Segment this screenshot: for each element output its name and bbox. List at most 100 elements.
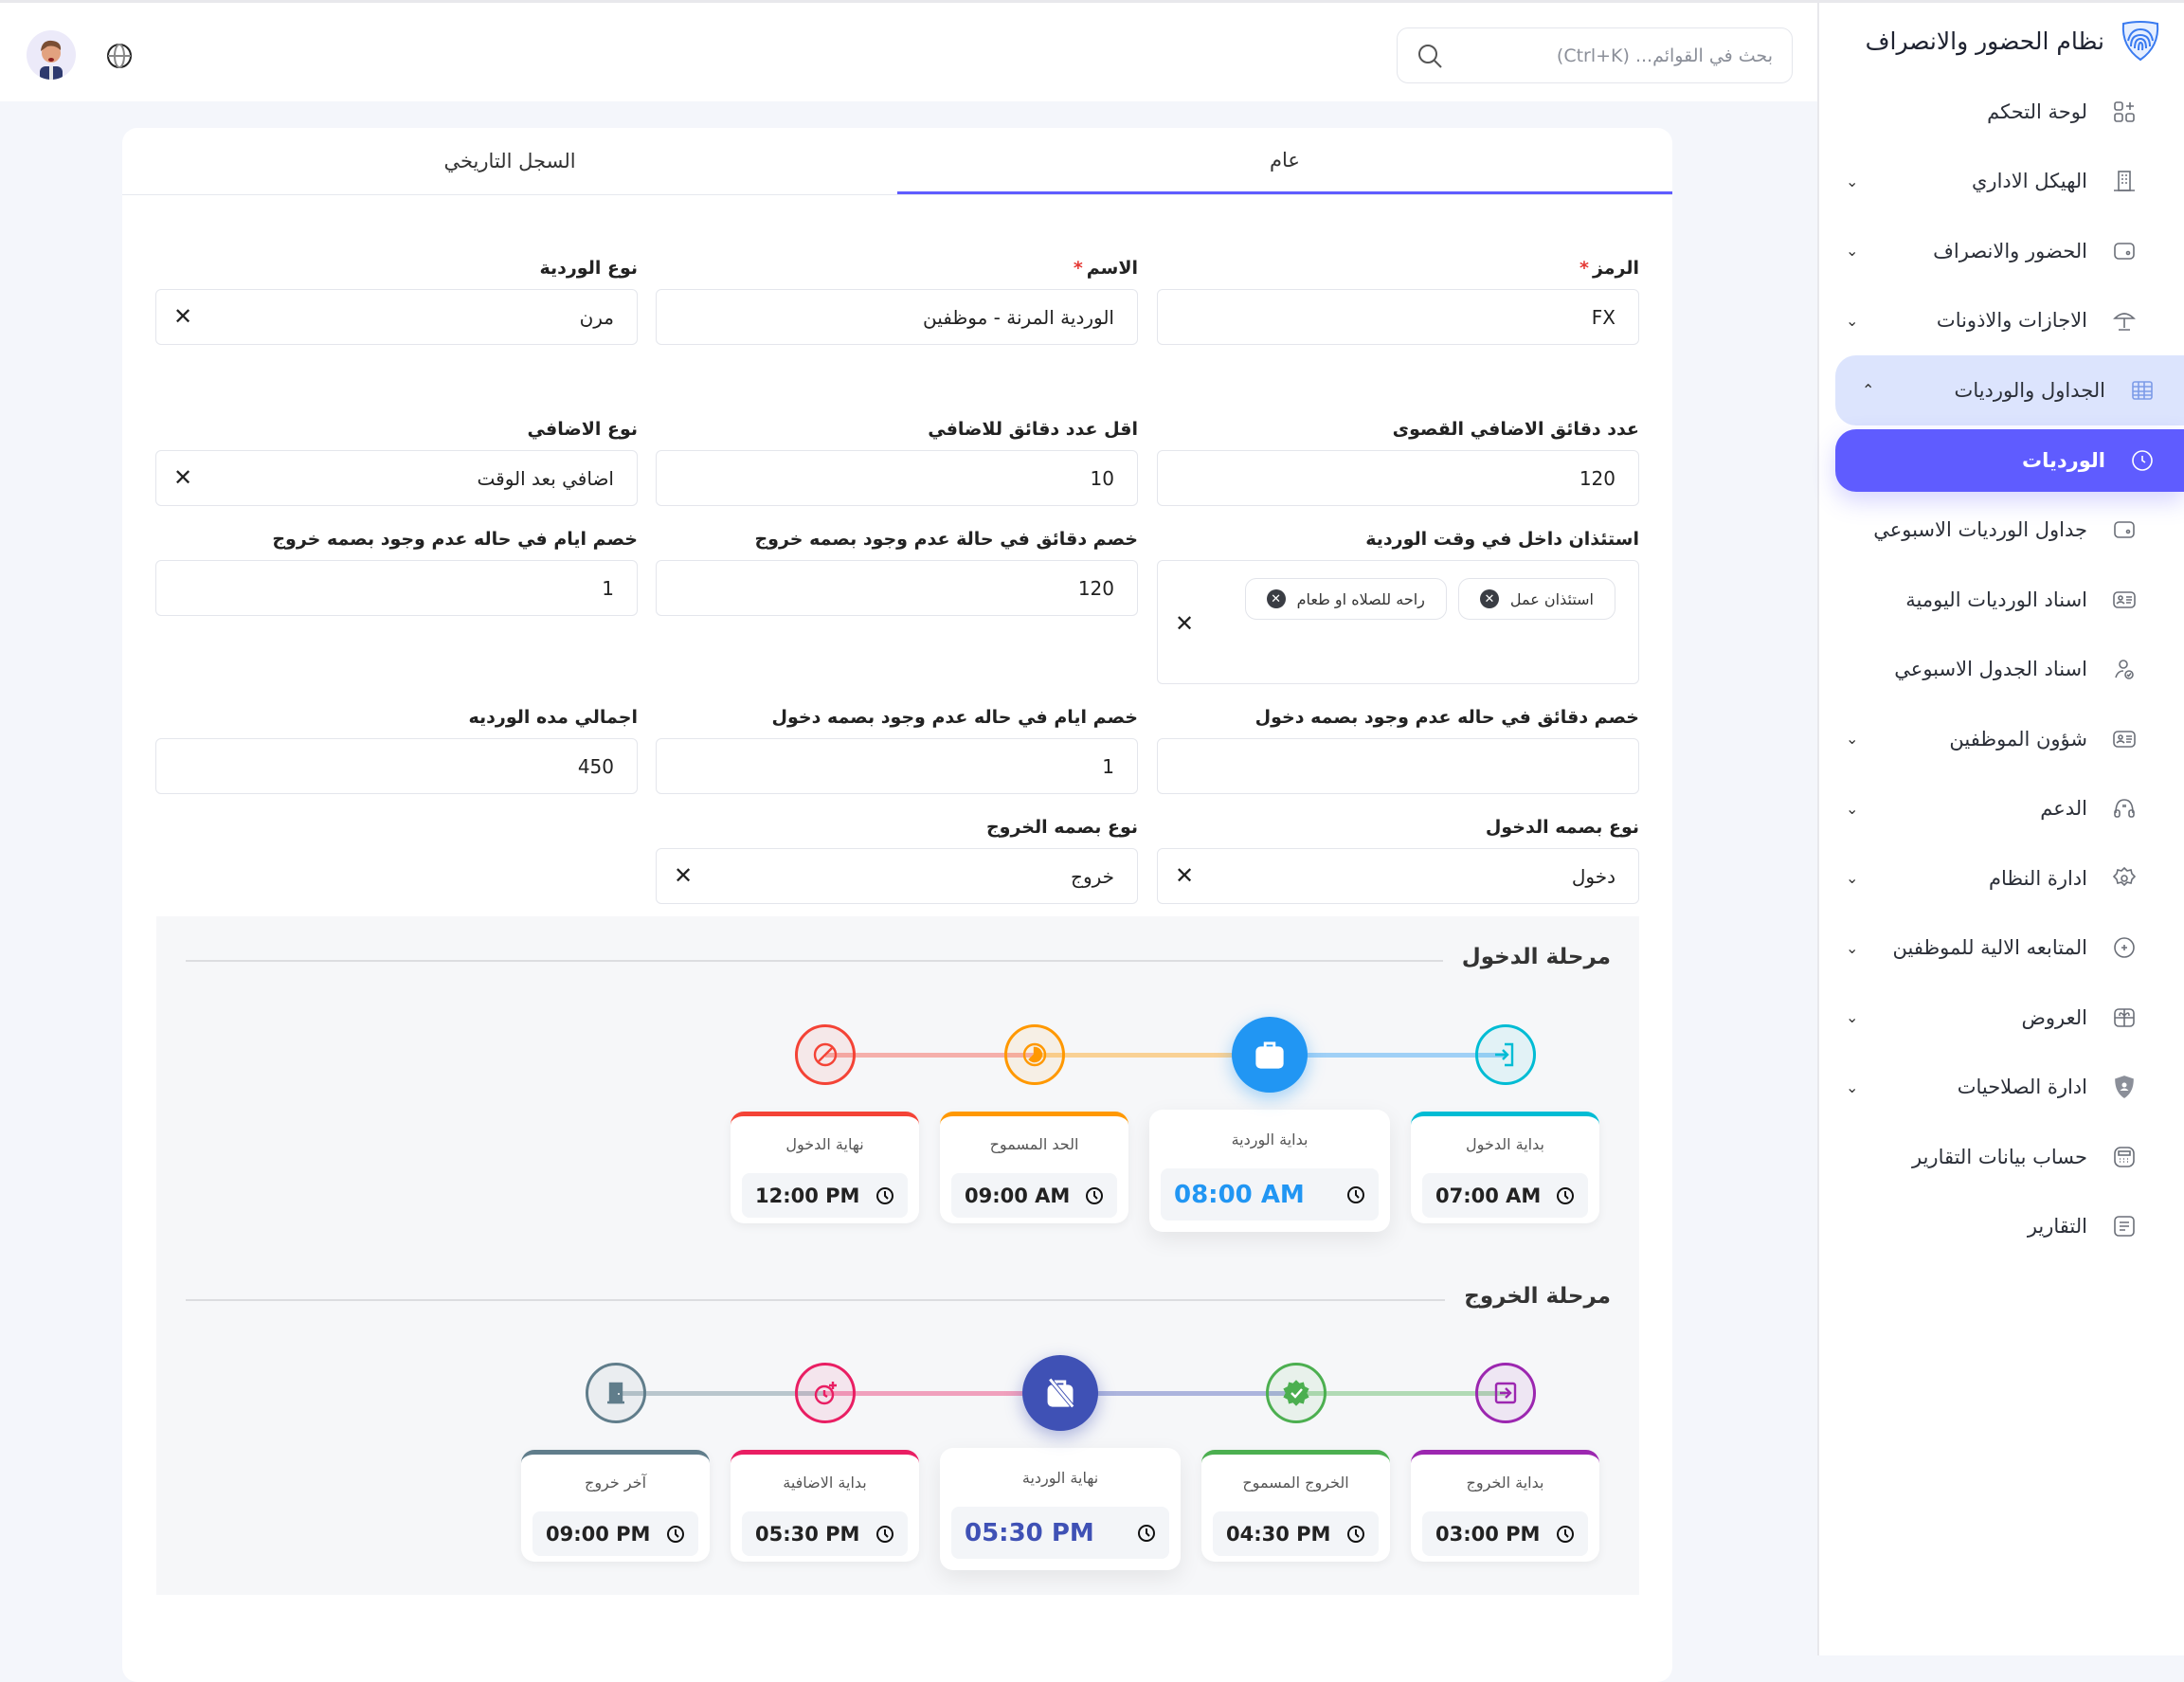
time-input[interactable]: 08:00 AM (1161, 1168, 1379, 1221)
time-input[interactable]: 04:30 PM (1213, 1511, 1379, 1556)
clear-icon[interactable]: ✕ (1175, 862, 1195, 889)
sidebar-item[interactable]: العروض ⌄ (1819, 983, 2184, 1053)
sidebar-item-label: حساب بيانات التقارير (1912, 1145, 2087, 1168)
chevron-down-icon[interactable]: ⌄ (1846, 938, 1859, 957)
time-input[interactable]: 03:00 PM (1422, 1511, 1588, 1556)
exit-icon (1494, 1382, 1516, 1404)
overtime-type-select[interactable]: اضافي بعد الوقت ✕ (155, 450, 638, 506)
time-input[interactable]: 05:30 PM (742, 1511, 908, 1556)
out-punch-type-select[interactable]: خروج ✕ (656, 848, 1138, 904)
chevron-down-icon[interactable]: ⌄ (1846, 1077, 1859, 1096)
clock-icon (1557, 1186, 1574, 1204)
step-time: 05:30 PM (965, 1518, 1094, 1547)
sidebar-item[interactable]: المتابعه الالية للموظفين ⌄ (1819, 913, 2184, 984)
chevron-down-icon[interactable]: ⌄ (1846, 311, 1859, 330)
sidebar-item[interactable]: الدعم ⌄ (1819, 774, 2184, 844)
briefcase-icon (1255, 1041, 1284, 1069)
remove-chip-icon[interactable]: ✕ (1479, 589, 1499, 608)
sidebar-item[interactable]: حساب بيانات التقارير (1819, 1122, 2184, 1192)
chevron-down-icon[interactable]: ⌄ (1846, 1008, 1859, 1027)
chevron-down-icon[interactable]: ⌄ (1846, 172, 1859, 190)
entry-phase-title: مرحلة الدخول (1442, 945, 1611, 969)
sidebar-item[interactable]: اسناد الورديات اليومية (1819, 565, 2184, 635)
sidebar-item[interactable]: شؤون الموظفين ⌄ (1819, 704, 2184, 774)
time-card[interactable]: بداية الاضافية 05:30 PM (731, 1450, 919, 1562)
sidebar-item-label: المتابعه الالية للموظفين (1892, 936, 2088, 960)
sidebar-item[interactable]: الحضور والانصراف ⌄ (1819, 216, 2184, 286)
time-card[interactable]: نهاية الوردية 05:30 PM (940, 1448, 1181, 1570)
sidebar-item[interactable]: ادارة الصلاحيات ⌄ (1819, 1053, 2184, 1123)
total-duration-input[interactable]: 450 (155, 738, 638, 794)
deduct-days-no-in-input[interactable]: 1 (656, 738, 1138, 794)
clear-icon[interactable]: ✕ (173, 464, 193, 491)
chip-break[interactable]: راحه للصلاه او طعام ✕ (1244, 578, 1447, 620)
in-punch-type-select[interactable]: دخول ✕ (1157, 848, 1639, 904)
time-input[interactable]: 12:00 PM (742, 1173, 908, 1218)
user-avatar[interactable] (27, 30, 76, 80)
out-punch-type-value: خروج (1071, 864, 1114, 888)
time-input[interactable]: 05:30 PM (951, 1507, 1169, 1559)
clear-icon[interactable]: ✕ (173, 303, 193, 330)
verified-icon (1282, 1380, 1309, 1406)
sidebar-item[interactable]: التقارير (1819, 1192, 2184, 1262)
chevron-down-icon[interactable]: ⌄ (1846, 869, 1859, 888)
sidebar-item[interactable]: جداول الورديات الاسبوعي (1819, 496, 2184, 566)
table-icon (2132, 380, 2153, 400)
shield-user-icon (2115, 1076, 2134, 1099)
code-input[interactable]: FX (1157, 289, 1639, 345)
deduct-min-no-out-input[interactable]: 120 (656, 560, 1138, 616)
clock-plus-icon (814, 1382, 837, 1405)
sidebar-item[interactable]: الاجازات والاذونات ⌄ (1819, 286, 2184, 356)
time-card[interactable]: بداية الوردية 08:00 AM (1149, 1110, 1390, 1232)
time-input[interactable]: 07:00 AM (1422, 1173, 1588, 1218)
step-circle (1474, 1363, 1536, 1423)
shift-type-select[interactable]: مرن ✕ (155, 289, 638, 345)
search-input[interactable]: بحث في القوائم... (Ctrl+K) (1397, 27, 1793, 83)
tab-general[interactable]: عام (897, 128, 1672, 194)
time-input[interactable]: 09:00 PM (532, 1511, 698, 1556)
chevron-up-icon[interactable]: ⌃ (1862, 381, 1875, 400)
total-duration-label: اجمالي مده الورديه (468, 707, 638, 728)
clear-icon[interactable]: ✕ (674, 862, 694, 889)
chip-label: استئذان عمل (1509, 589, 1594, 608)
tabs: عام السجل التاريخي (122, 128, 1672, 195)
chip-work-permission[interactable]: استئذان عمل ✕ (1457, 578, 1615, 620)
sidebar-item[interactable]: الجداول والورديات ⌃ (1835, 355, 2184, 425)
clear-icon[interactable]: ✕ (1175, 610, 1195, 637)
chevron-down-icon[interactable]: ⌄ (1846, 799, 1859, 818)
remove-chip-icon[interactable]: ✕ (1266, 589, 1286, 608)
sidebar-item-label: الاجازات والاذونات (1936, 309, 2087, 333)
sidebar-item[interactable]: ادارة النظام ⌄ (1819, 843, 2184, 913)
time-card[interactable]: الخروج المسموح 04:30 PM (1201, 1450, 1390, 1562)
exit-timeline: بداية الخروج 03:00 PM الخروج المسموح 04:… (521, 1346, 1599, 1570)
timeline-step: نهاية الدخول 12:00 PM (731, 1007, 919, 1232)
min-overtime-input[interactable]: 10 (656, 450, 1138, 506)
deduct-min-no-in-input[interactable] (1157, 738, 1639, 794)
door-icon (606, 1382, 624, 1404)
sidebar-item[interactable]: الورديات (1835, 428, 2184, 492)
time-card[interactable]: بداية الخروج 03:00 PM (1411, 1450, 1599, 1562)
chevron-down-icon[interactable]: ⌄ (1846, 730, 1859, 749)
sidebar-item[interactable]: الهيكل الاداري ⌄ (1819, 147, 2184, 217)
time-card[interactable]: بداية الدخول 07:00 AM (1411, 1112, 1599, 1223)
timeline-connector (1034, 1053, 1270, 1058)
chevron-down-icon[interactable]: ⌄ (1846, 242, 1859, 261)
timeline-step: بداية الوردية 08:00 AM (1149, 1007, 1390, 1232)
code-value: FX (1591, 305, 1615, 329)
deduct-days-no-out-input[interactable]: 1 (155, 560, 638, 616)
tab-history[interactable]: السجل التاريخي (443, 150, 576, 172)
sidebar-item[interactable]: لوحة التحكم (1819, 77, 2184, 147)
step-label: الحد المسموح (989, 1135, 1079, 1153)
time-card[interactable]: آخر خروج 09:00 PM (521, 1450, 710, 1562)
wallet-icon (2114, 242, 2135, 260)
permissions-multiselect[interactable]: استئذان عمل ✕ راحه للصلاه او طعام ✕ ✕ (1157, 560, 1639, 684)
globe-icon[interactable] (106, 43, 133, 69)
sidebar-item-label: العروض (2021, 1005, 2087, 1029)
time-card[interactable]: الحد المسموح 09:00 AM (940, 1112, 1128, 1223)
sidebar-item[interactable]: اسناد الجدول الاسبوعي (1819, 635, 2184, 705)
time-input[interactable]: 09:00 AM (951, 1173, 1117, 1218)
name-input[interactable]: الوردية المرنة - موظفين (656, 289, 1138, 345)
max-overtime-input[interactable]: 120 (1157, 450, 1639, 506)
sidebar-item-label: الحضور والانصراف (1933, 239, 2087, 262)
time-card[interactable]: نهاية الدخول 12:00 PM (731, 1112, 919, 1223)
